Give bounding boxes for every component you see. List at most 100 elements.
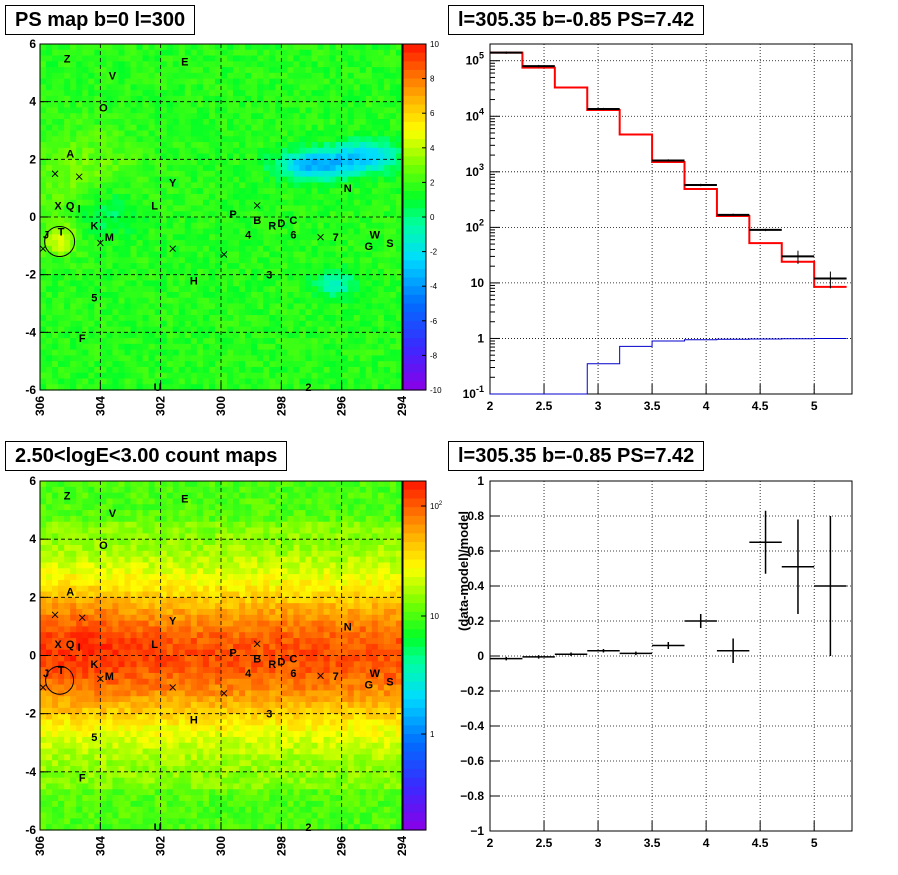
- map-cell: [46, 159, 53, 166]
- map-cell: [347, 320, 355, 328]
- map-cell: [251, 84, 258, 91]
- map-cell: [329, 72, 337, 80]
- map-cell: [82, 812, 89, 819]
- map-cell: [323, 84, 331, 91]
- map-cell: [94, 748, 101, 755]
- map-cell: [371, 355, 379, 362]
- map-cell: [287, 205, 294, 212]
- map-cell: [52, 521, 59, 529]
- map-cell: [311, 309, 319, 316]
- map-cell: [377, 309, 385, 316]
- map-cell: [359, 349, 367, 356]
- map-cell: [130, 147, 138, 155]
- map-cell: [208, 217, 216, 224]
- map-cell: [160, 777, 168, 785]
- map-cell: [233, 101, 240, 109]
- map-cell: [383, 107, 391, 114]
- map-cell: [118, 320, 126, 328]
- map-cell: [40, 95, 47, 103]
- map-cell: [287, 228, 294, 235]
- map-cell: [52, 84, 59, 91]
- map-cell: [40, 742, 47, 750]
- map-cell: [148, 766, 156, 773]
- map-cell: [124, 771, 132, 779]
- map-cell: [221, 78, 228, 85]
- map-cell: [58, 332, 65, 339]
- map-cell: [257, 182, 264, 189]
- map-cell: [88, 286, 95, 293]
- map-cell: [214, 303, 222, 310]
- map-cell: [257, 188, 264, 195]
- map-cell: [64, 748, 71, 755]
- map-cell: [82, 632, 89, 639]
- map-cell: [305, 67, 313, 74]
- map-cell: [88, 142, 95, 149]
- map-cell: [208, 188, 216, 195]
- map-cell: [233, 217, 240, 224]
- map-cell: [148, 486, 156, 494]
- map-cell: [112, 101, 120, 109]
- map-cell: [64, 672, 71, 680]
- map-cell: [335, 309, 343, 316]
- map-cell: [136, 702, 144, 709]
- map-cell: [251, 61, 258, 68]
- map-cell: [160, 690, 168, 697]
- map-cell: [82, 245, 89, 253]
- map-cell: [233, 124, 240, 132]
- map-cell: [52, 286, 59, 293]
- map-cell: [239, 130, 246, 137]
- map-cell: [130, 510, 138, 517]
- map-cell: [269, 84, 276, 91]
- map-cell: [154, 649, 162, 657]
- map-cell: [281, 136, 288, 143]
- map-cell: [136, 49, 144, 57]
- map-cell: [317, 366, 325, 374]
- map-cell: [64, 315, 71, 322]
- map-cell: [184, 240, 192, 247]
- map-cell: [88, 818, 95, 825]
- map-cell: [100, 742, 107, 750]
- map-cell: [293, 193, 301, 201]
- map-cell: [196, 343, 204, 351]
- map-cell: [239, 320, 246, 328]
- map-cell: [371, 384, 379, 391]
- map-cell: [40, 303, 47, 310]
- map-cell: [46, 309, 53, 316]
- map-cell: [323, 286, 331, 293]
- map-cell: [190, 286, 198, 293]
- map-cell: [70, 366, 77, 374]
- map-cell: [383, 245, 391, 253]
- map-cell: [239, 268, 246, 276]
- map-cell: [112, 515, 120, 523]
- map-cell: [40, 492, 47, 500]
- map-cell: [353, 268, 361, 276]
- map-cell: [124, 234, 132, 241]
- map-cell: [82, 118, 89, 126]
- map-cell: [106, 182, 113, 189]
- map-cell: [166, 326, 174, 333]
- map-cell: [40, 136, 47, 143]
- map-cell: [365, 199, 373, 207]
- map-cell: [196, 165, 204, 172]
- map-cell: [245, 355, 252, 362]
- map-cell: [172, 124, 180, 132]
- map-cell: [190, 182, 198, 189]
- map-cell: [214, 147, 222, 155]
- map-cell: [148, 303, 156, 310]
- map-cell: [40, 783, 47, 790]
- map-cell: [136, 684, 144, 691]
- map-cell: [347, 176, 355, 183]
- map-cell: [112, 49, 120, 57]
- map-cell: [130, 263, 138, 270]
- map-cell: [106, 240, 113, 247]
- map-cell: [40, 372, 47, 380]
- map-cell: [130, 303, 138, 310]
- map-cell: [118, 777, 126, 785]
- map-cell: [118, 147, 126, 155]
- map-cell: [395, 251, 403, 258]
- map-cell: [377, 176, 385, 183]
- map-cell: [130, 800, 138, 808]
- map-cell: [383, 193, 391, 201]
- map-cell: [190, 378, 198, 385]
- map-cell: [166, 361, 174, 368]
